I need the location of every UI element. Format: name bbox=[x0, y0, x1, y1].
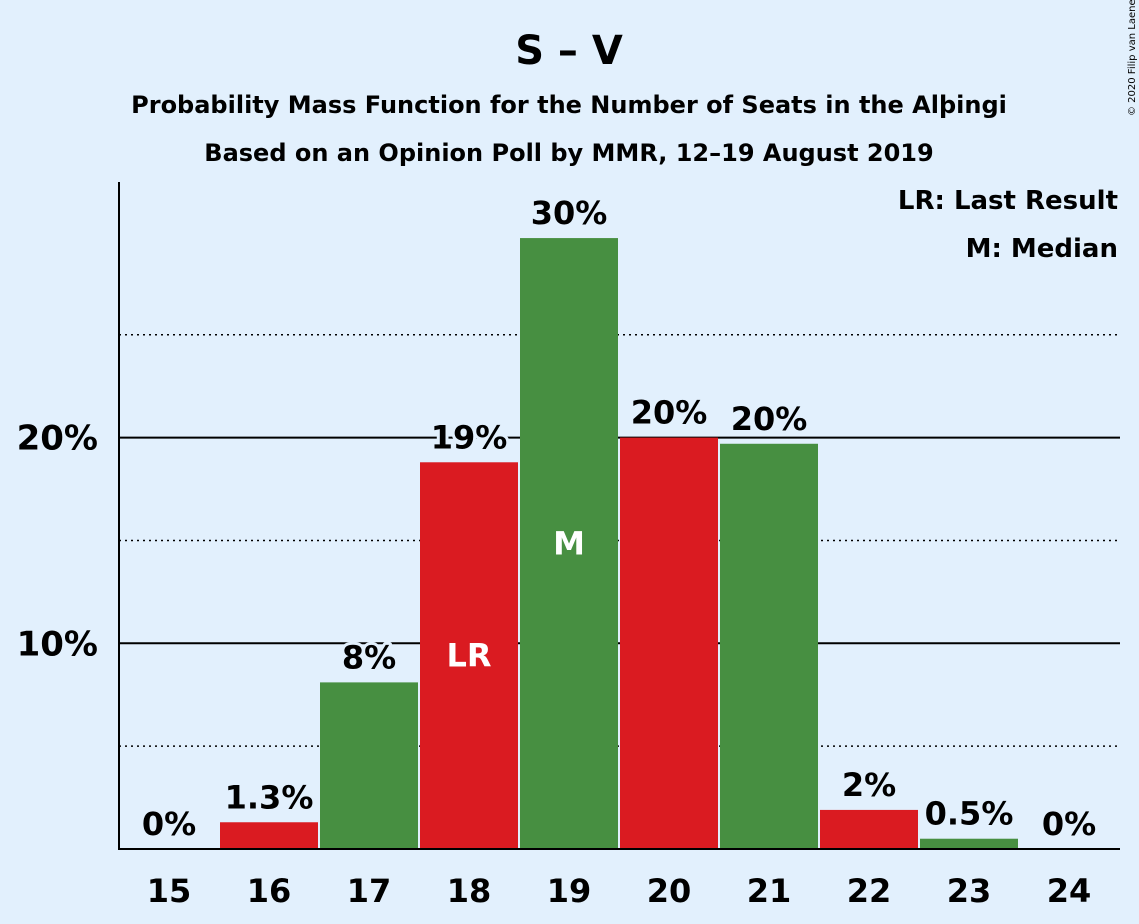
chart-title: S – V bbox=[515, 28, 623, 74]
x-tick-label-15: 15 bbox=[147, 872, 192, 910]
data-label-halo: 0% bbox=[142, 805, 196, 843]
x-tick-label-22: 22 bbox=[847, 872, 892, 910]
data-label-21: 20% bbox=[731, 400, 808, 438]
bar-21 bbox=[720, 443, 818, 849]
bars bbox=[220, 238, 1018, 850]
bar-22 bbox=[820, 809, 918, 849]
data-label-halo: 0% bbox=[1042, 805, 1096, 843]
x-tick-label-18: 18 bbox=[447, 872, 492, 910]
x-axis-ticks: 15 16 17 18 19 20 21 22 23 24 bbox=[147, 872, 1092, 910]
bar-19 bbox=[520, 238, 618, 850]
x-tick-label-19: 19 bbox=[547, 872, 592, 910]
bar-20 bbox=[620, 437, 718, 849]
data-label-halo: 19% bbox=[431, 418, 508, 456]
x-tick-label-24: 24 bbox=[1047, 872, 1092, 910]
y-tick-label: 20% bbox=[17, 419, 98, 459]
x-tick-label-23: 23 bbox=[947, 872, 992, 910]
legend-median: M: Median bbox=[966, 234, 1118, 264]
data-label-15: 0% bbox=[142, 805, 196, 843]
data-label-20: 20% bbox=[631, 394, 708, 432]
bar-17 bbox=[320, 682, 418, 849]
data-label-16: 1.3% bbox=[225, 778, 314, 816]
data-label-19: 30% bbox=[531, 194, 608, 232]
x-tick-label-20: 20 bbox=[647, 872, 692, 910]
data-label-halo: 1.3% bbox=[225, 778, 314, 816]
data-label-halo: 20% bbox=[631, 394, 708, 432]
chart-subtitle-2: Based on an Opinion Poll by MMR, 12–19 A… bbox=[204, 139, 933, 167]
bar-23 bbox=[920, 838, 1018, 849]
y-tick-label: 10% bbox=[17, 624, 98, 664]
bar-18 bbox=[420, 462, 518, 849]
data-label-18: 19% bbox=[431, 418, 508, 456]
x-tick-label-21: 21 bbox=[747, 872, 792, 910]
bar-marker-lr: LR bbox=[446, 637, 491, 675]
data-label-23: 0.5% bbox=[925, 795, 1014, 833]
data-label-halo: 20% bbox=[731, 400, 808, 438]
data-label-22: 2% bbox=[842, 766, 896, 804]
data-label-24: 0% bbox=[1042, 805, 1096, 843]
data-label-halo: 30% bbox=[531, 194, 608, 232]
data-label-halo: 2% bbox=[842, 766, 896, 804]
chart-subtitle-1: Probability Mass Function for the Number… bbox=[131, 91, 1007, 119]
data-label-halo: 8% bbox=[342, 638, 396, 676]
copyright-notice: © 2020 Filip van Laenen bbox=[1127, 0, 1138, 116]
data-label-halo: 0.5% bbox=[925, 795, 1014, 833]
gridlines bbox=[119, 334, 1120, 747]
legend-last-result: LR: Last Result bbox=[898, 186, 1118, 216]
bar-marker-m: M bbox=[553, 525, 585, 563]
x-tick-label-17: 17 bbox=[347, 872, 392, 910]
x-tick-label-16: 16 bbox=[247, 872, 292, 910]
y-axis-ticks: 10% 20% bbox=[17, 419, 98, 665]
bar-16 bbox=[220, 822, 318, 849]
data-label-17: 8% bbox=[342, 638, 396, 676]
